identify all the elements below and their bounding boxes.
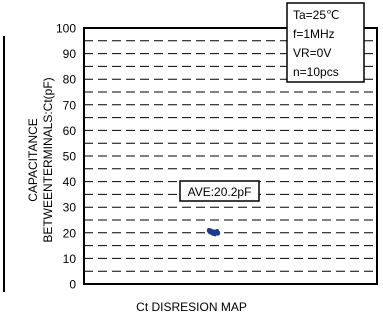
y-tick-label: 30 xyxy=(63,201,77,215)
y-tick-labels: 0 10 20 30 40 50 60 70 80 90 100 xyxy=(56,22,76,292)
chart-title: Ct DISRESION MAP xyxy=(136,300,247,314)
plot-frame xyxy=(83,27,378,285)
condition-reverse-voltage: VR=0V xyxy=(293,46,331,60)
condition-temperature: Ta=25℃ xyxy=(293,8,340,22)
y-tick-label: 20 xyxy=(63,226,77,240)
y-tick-label: 50 xyxy=(63,150,77,164)
y-tick-label: 10 xyxy=(63,252,77,266)
y-tick-label: 40 xyxy=(63,175,77,189)
adjacent-chart-axis-line xyxy=(3,36,5,292)
average-annotation-text: AVE:20.2pF xyxy=(188,185,252,199)
conditions-box-frame xyxy=(286,2,365,83)
y-tick-label: 80 xyxy=(63,73,77,87)
condition-sample-count: n=10pcs xyxy=(293,65,339,79)
grid-lines xyxy=(84,40,377,272)
data-point xyxy=(215,230,221,236)
conditions-box: Ta=25℃ f=1MHz VR=0V n=10pcs xyxy=(286,2,365,83)
y-tick-label: 60 xyxy=(63,124,77,138)
adjacent-chart-edge xyxy=(0,36,5,292)
data-points xyxy=(206,227,221,237)
y-tick-label: 0 xyxy=(69,278,76,292)
condition-frequency: f=1MHz xyxy=(293,27,335,41)
y-tick-label: 70 xyxy=(63,98,77,112)
y-axis-label-line1: CAPACITANCE xyxy=(26,118,40,202)
average-annotation-frame xyxy=(179,180,260,202)
average-annotation: AVE:20.2pF xyxy=(179,180,260,202)
y-tick-label: 90 xyxy=(63,47,77,61)
y-axis-label-line2: BETWEENTERMINALS:Ct(pF) xyxy=(41,77,55,242)
y-tick-label: 100 xyxy=(56,22,76,36)
y-axis-label: CAPACITANCE BETWEENTERMINALS:Ct(pF) xyxy=(26,77,55,242)
